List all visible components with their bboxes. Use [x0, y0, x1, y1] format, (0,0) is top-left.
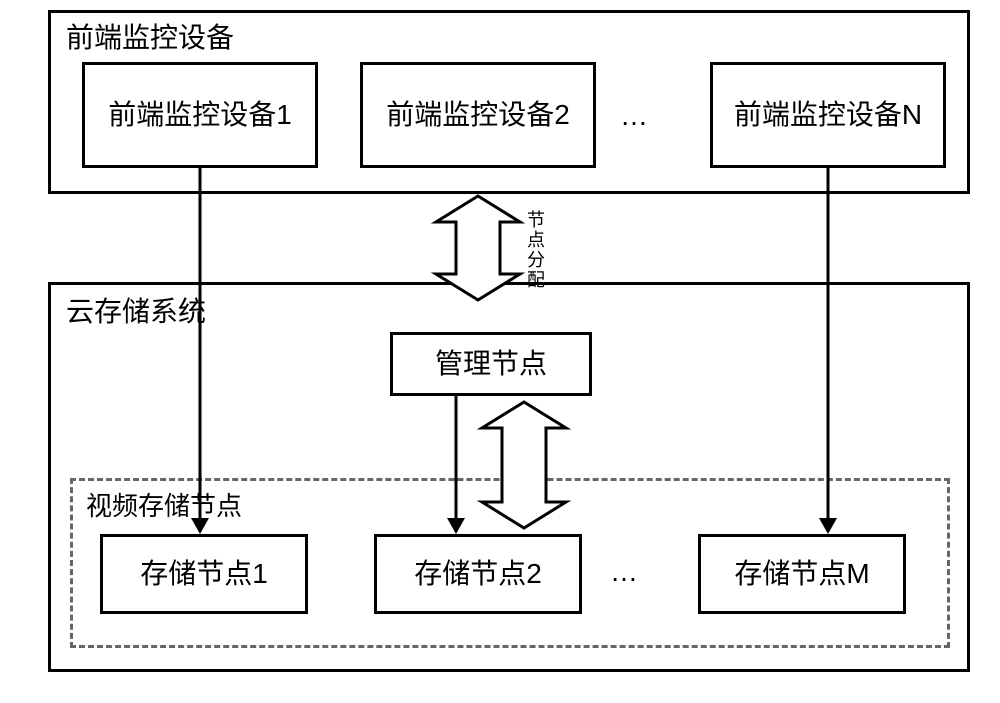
- storage-node: 存储节点2: [374, 534, 582, 614]
- ellipsis-top: …: [620, 100, 654, 132]
- storage-node: 存储节点M: [698, 534, 906, 614]
- frontend-device-node: 前端监控设备1: [82, 62, 318, 168]
- bottom-group-title: 云存储系统: [66, 290, 206, 330]
- node-allocation-label: 节点分配: [522, 210, 548, 290]
- manage-node: 管理节点: [390, 332, 592, 396]
- ellipsis-bottom: …: [610, 556, 644, 588]
- frontend-device-node: 前端监控设备N: [710, 62, 946, 168]
- top-group-title: 前端监控设备: [66, 16, 234, 56]
- storage-node: 存储节点1: [100, 534, 308, 614]
- frontend-device-node: 前端监控设备2: [360, 62, 596, 168]
- storage-nodes-title: 视频存储节点: [86, 486, 242, 523]
